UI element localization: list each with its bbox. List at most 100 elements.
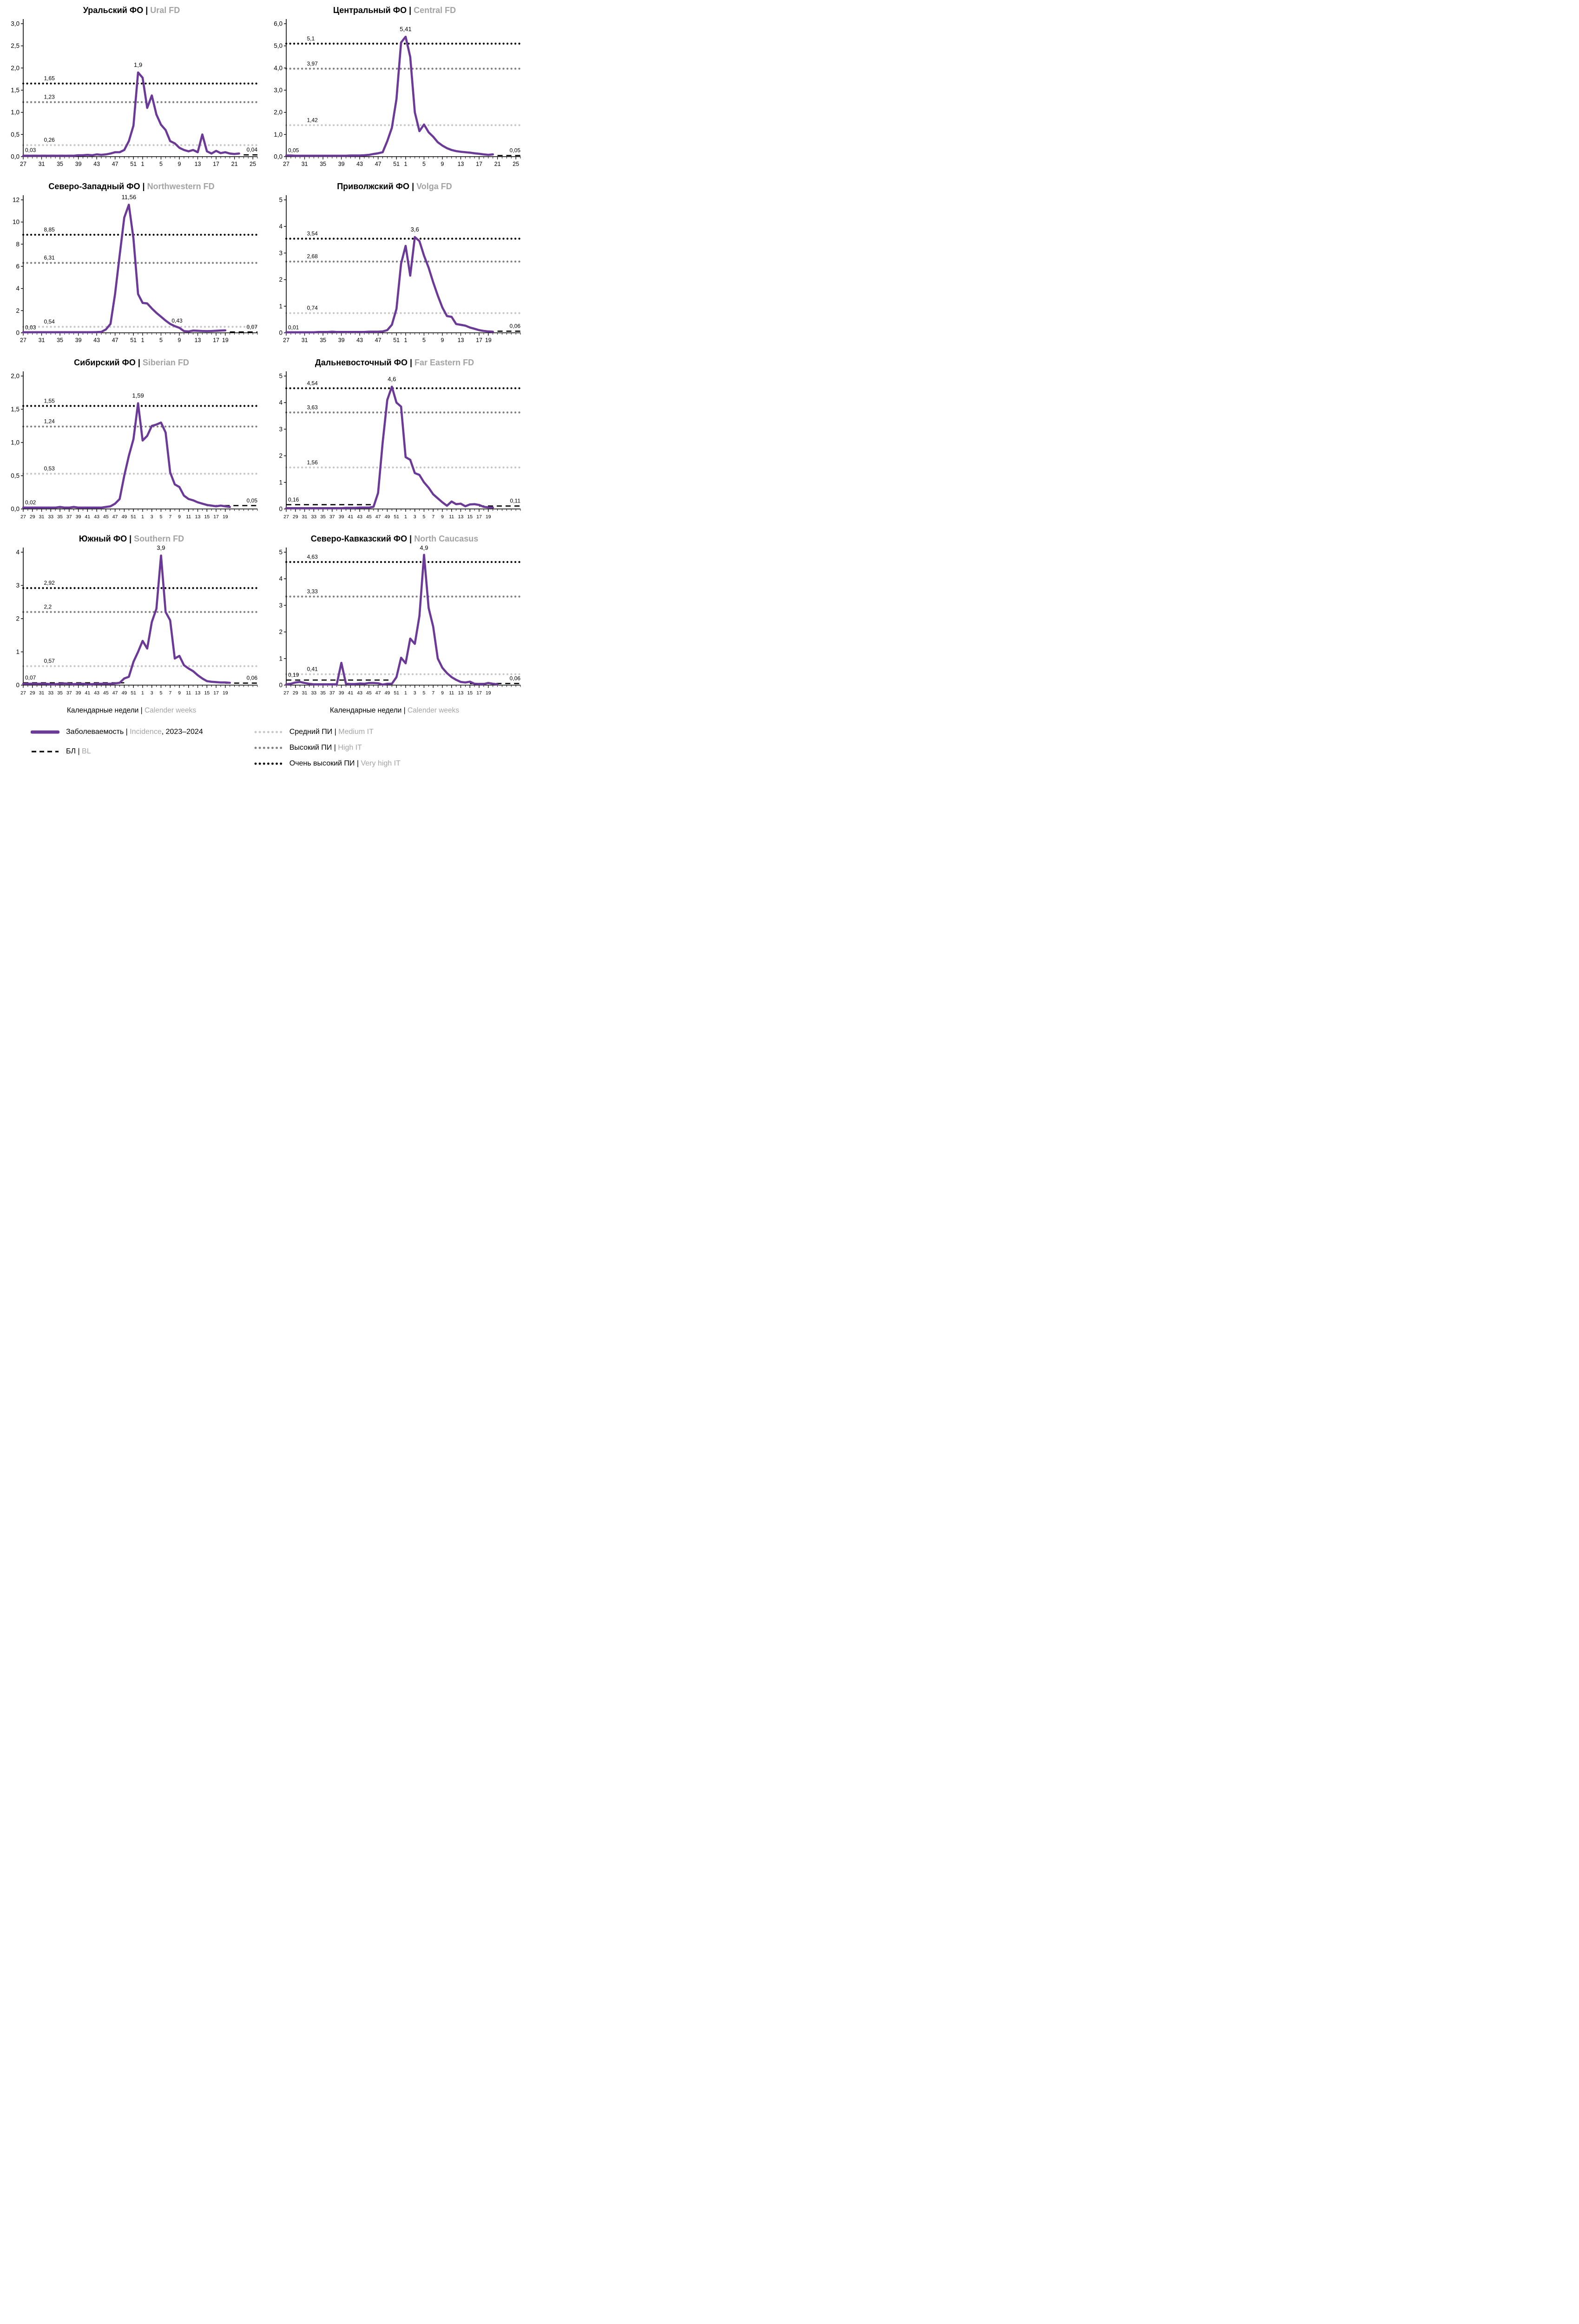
x-tick-label: 39 — [338, 337, 345, 343]
threshold-value-label: 1,65 — [44, 75, 55, 82]
x-tick-label: 9 — [178, 690, 181, 696]
x-tick-label: 47 — [375, 690, 381, 696]
baseline-value-label: 0,11 — [510, 498, 521, 504]
x-tick-label: 47 — [375, 337, 382, 343]
threshold-value-label: 1,24 — [44, 418, 55, 425]
y-tick-label: 1 — [279, 303, 283, 310]
legend-left-column: Заболеваемость | Incidence, 2023–2024 БЛ … — [31, 728, 203, 767]
peak-value-label: 4,6 — [388, 376, 396, 383]
x-tick-label: 5 — [160, 514, 163, 520]
y-tick-label: 2 — [16, 615, 20, 622]
threshold-value-label: 2,2 — [44, 604, 52, 610]
y-tick-label: 0,0 — [274, 153, 283, 160]
chart-card: Южный ФО | Southern FD 0 1 2 3 4 27 29 31 33 35 37 3… — [0, 530, 263, 718]
x-tick-label: 17 — [213, 161, 219, 167]
x-tick-label: 29 — [293, 514, 298, 520]
legend-label-ru: БЛ — [66, 747, 76, 755]
x-tick-label: 27 — [20, 514, 26, 520]
threshold-value-label: 0,53 — [44, 465, 55, 472]
x-tick-label: 13 — [195, 161, 201, 167]
x-tick-label: 9 — [178, 337, 181, 343]
annotation-label: 0,43 — [171, 317, 183, 324]
x-tick-label: 39 — [339, 690, 344, 696]
y-tick-label: 2 — [279, 628, 283, 635]
x-tick-label: 41 — [85, 690, 91, 696]
x-tick-label: 51 — [394, 690, 399, 696]
baseline-value-label: 0,05 — [247, 497, 258, 504]
x-tick-label: 51 — [131, 514, 136, 520]
y-tick-label: 1,0 — [274, 131, 283, 138]
legend-label-en: High IT — [338, 744, 362, 752]
legend-label: Заболеваемость | Incidence, 2023–2024 — [66, 728, 203, 736]
x-tick-label: 1 — [141, 514, 144, 520]
chart-title-en: Siberian FD — [142, 358, 189, 367]
y-tick-label: 1 — [279, 655, 283, 662]
x-tick-label: 51 — [131, 690, 136, 696]
chart-title: Северо-Кавказский ФО | North Caucasus — [311, 534, 478, 544]
threshold-value-label: 0,54 — [44, 318, 55, 325]
x-tick-label: 13 — [458, 514, 464, 520]
x-tick-label: 3 — [414, 514, 416, 520]
y-tick-label: 0 — [279, 330, 283, 337]
y-tick-label: 3 — [279, 602, 283, 609]
x-tick-label: 37 — [66, 514, 72, 520]
incidence-line — [285, 35, 494, 157]
x-tick-label: 35 — [320, 690, 326, 696]
x-tick-label: 1 — [141, 161, 144, 167]
x-tick-label: 19 — [222, 337, 229, 343]
baseline-value-label: 0,05 — [288, 147, 299, 154]
x-tick-label: 47 — [375, 514, 381, 520]
title-separator: | — [138, 706, 145, 714]
x-tick-label: 31 — [39, 337, 45, 343]
legend-label-en: Medium IT — [338, 728, 374, 736]
x-tick-label: 1 — [404, 161, 407, 167]
title-separator: | — [407, 534, 414, 543]
legend-separator: | — [124, 728, 130, 736]
y-tick-label: 1,5 — [11, 406, 20, 413]
y-tick-label: 4 — [16, 285, 20, 292]
charts-grid: Уральский ФО | Ural FD 0,0 0,5 1,0 1,5 2,0 2,5… — [0, 2, 526, 718]
x-tick-label: 9 — [441, 690, 444, 696]
x-tick-label: 39 — [76, 514, 81, 520]
threshold-value-label: 3,97 — [307, 60, 318, 67]
x-tick-label: 5 — [159, 161, 163, 167]
x-tick-label: 17 — [476, 690, 482, 696]
y-tick-label: 2,0 — [11, 65, 20, 72]
chart-title-en: Central FD — [414, 6, 456, 15]
peak-value-label: 3,6 — [411, 226, 419, 233]
x-tick-label: 11 — [449, 690, 454, 696]
x-tick-label: 35 — [320, 337, 326, 343]
x-tick-label: 7 — [169, 690, 171, 696]
baseline-value-label: 0,03 — [25, 324, 36, 330]
x-tick-label: 3 — [151, 514, 153, 520]
baseline-value-label: 0,16 — [288, 496, 299, 503]
x-tick-label: 19 — [223, 690, 228, 696]
y-tick-label: 4,0 — [274, 65, 283, 72]
chart-card: Уральский ФО | Ural FD 0,0 0,5 1,0 1,5 2,0 2,5… — [0, 2, 263, 178]
threshold-value-label: 4,54 — [307, 380, 318, 386]
influenza-incidence-dashboard: Уральский ФО | Ural FD 0,0 0,5 1,0 1,5 2,0 2,5… — [0, 0, 526, 782]
chart-title: Южный ФО | Southern FD — [79, 534, 184, 544]
incidence-line — [22, 554, 231, 686]
x-tick-label: 31 — [39, 690, 45, 696]
threshold-value-label: 0,74 — [307, 305, 318, 311]
chart-title: Дальневосточный ФО | Far Eastern FD — [315, 358, 474, 368]
x-tick-label: 49 — [122, 514, 127, 520]
x-tick-label: 39 — [75, 161, 82, 167]
x-tick-label: 51 — [130, 337, 137, 343]
chart-title-ru: Сибирский ФО — [74, 358, 136, 367]
chart-title: Сибирский ФО | Siberian FD — [74, 358, 189, 368]
baseline-value-label: 0,01 — [288, 324, 299, 330]
x-tick-label: 27 — [283, 690, 289, 696]
x-tick-label: 27 — [283, 337, 289, 343]
x-tick-label: 15 — [204, 514, 210, 520]
peak-value-label: 1,9 — [134, 61, 142, 68]
threshold-value-label: 0,26 — [44, 137, 55, 143]
chart-title: Приволжский ФО | Volga FD — [337, 182, 452, 191]
x-tick-label: 27 — [283, 161, 289, 167]
x-tick-label: 35 — [320, 161, 326, 167]
y-tick-label: 5 — [279, 373, 283, 380]
title-separator: | — [135, 358, 143, 367]
baseline-value-label: 0,06 — [510, 675, 521, 682]
peak-value-label: 5,41 — [400, 26, 411, 33]
